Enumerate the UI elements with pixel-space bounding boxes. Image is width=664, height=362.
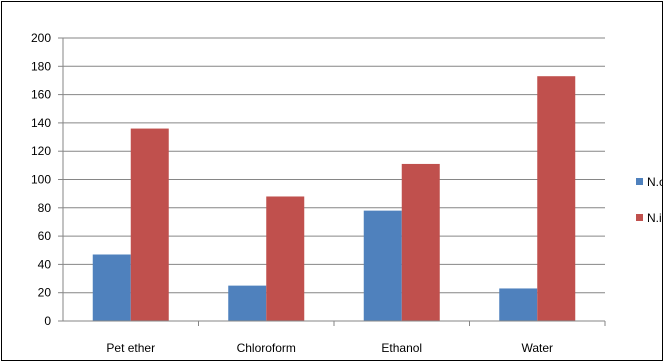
legend-swatch <box>636 214 643 221</box>
x-tick-label: Water <box>521 341 553 355</box>
y-tick-label: 60 <box>38 229 52 243</box>
bar-nc <box>228 285 267 321</box>
bar-ni <box>401 163 440 321</box>
bar-nc <box>363 210 402 321</box>
y-tick-label: 100 <box>31 173 51 187</box>
axes <box>58 37 606 326</box>
y-tick-labels: 0 20 40 60 80 100 120 140 160 180 200 <box>31 31 51 328</box>
y-tick-label: 180 <box>31 59 51 73</box>
y-tick-label: 120 <box>31 144 51 158</box>
bar-ni <box>266 196 305 321</box>
bar-ni <box>130 128 169 321</box>
bar-nc <box>499 288 538 321</box>
y-tick-label: 140 <box>31 116 51 130</box>
x-tick-labels: Pet ether Chloroform Ethanol Water <box>106 341 553 355</box>
y-tick-label: 160 <box>31 88 51 102</box>
legend-swatch <box>636 178 643 185</box>
y-tick-label: 40 <box>38 257 52 271</box>
x-tick-label: Ethanol <box>381 341 422 355</box>
bars <box>92 76 576 321</box>
y-tick-label: 0 <box>44 314 51 328</box>
legend-label: N.c <box>647 175 663 189</box>
y-tick-label: 200 <box>31 31 51 45</box>
legend: N.c N.i <box>636 175 663 225</box>
y-tick-label: 20 <box>38 286 52 300</box>
bar-nc <box>92 254 131 321</box>
x-tick-label: Chloroform <box>237 341 296 355</box>
bar-ni <box>537 76 576 321</box>
x-tick-label: Pet ether <box>106 341 155 355</box>
y-tick-label: 80 <box>38 201 52 215</box>
legend-label: N.i <box>647 211 662 225</box>
